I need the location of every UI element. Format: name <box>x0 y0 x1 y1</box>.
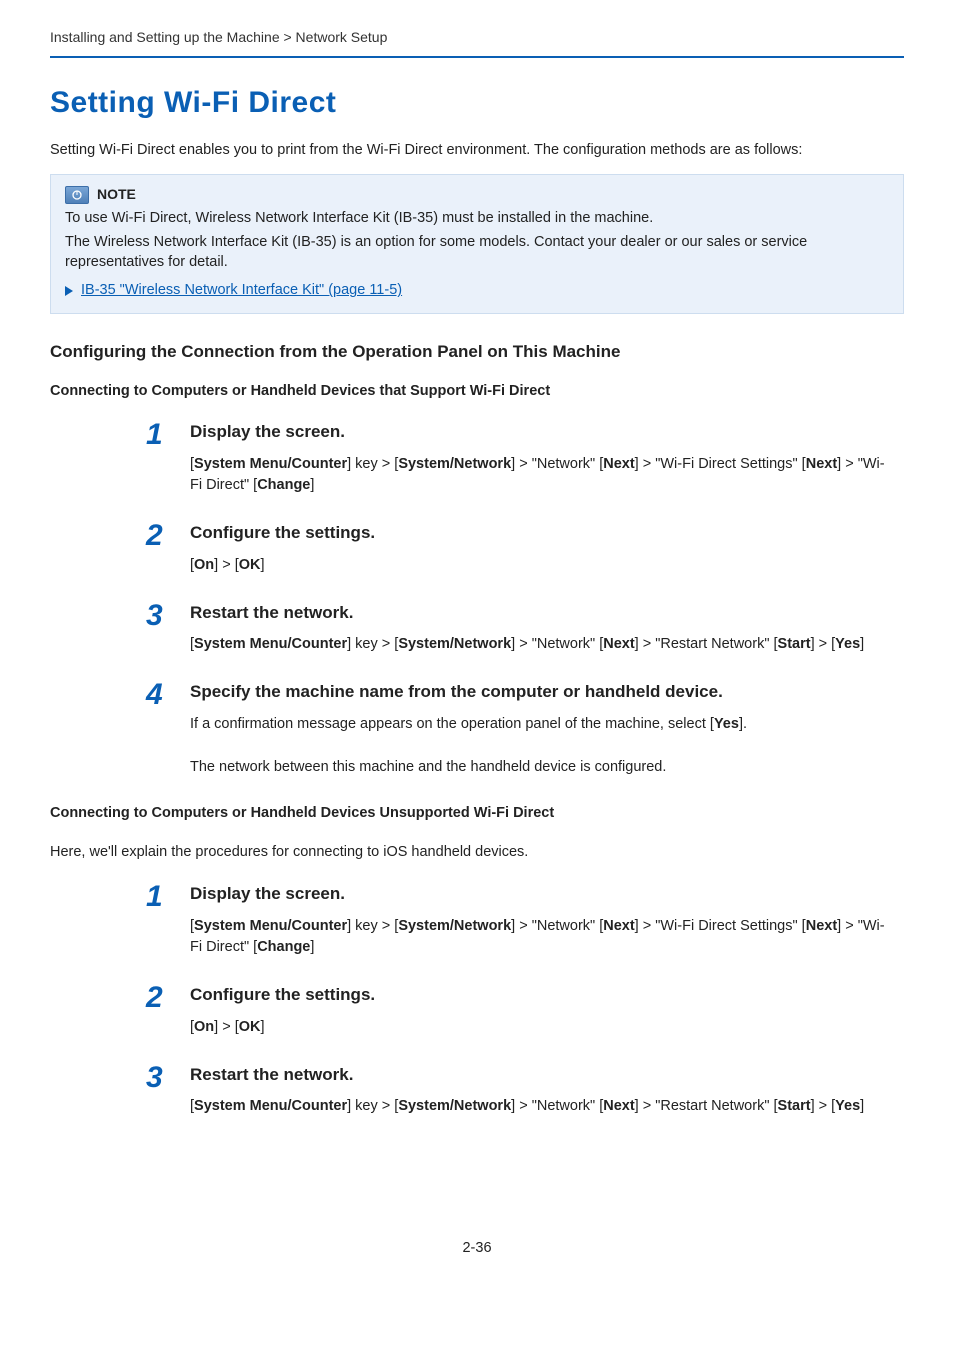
step-title: Specify the machine name from the comput… <box>190 680 894 704</box>
note-body: To use Wi-Fi Direct, Wireless Network In… <box>65 208 889 272</box>
section1-heading: Connecting to Computers or Handheld Devi… <box>50 381 904 401</box>
top-divider <box>50 56 904 58</box>
section2-heading: Connecting to Computers or Handheld Devi… <box>50 803 904 823</box>
step-number: 1 <box>146 876 163 918</box>
step-title: Display the screen. <box>190 420 894 444</box>
note-label: NOTE <box>97 185 136 205</box>
step: 2Configure the settings.[On] > [OK] <box>190 521 894 577</box>
step-title: Restart the network. <box>190 601 894 625</box>
step-body: [On] > [OK] <box>190 555 894 577</box>
step-body: [System Menu/Counter] key > [System/Netw… <box>190 916 894 960</box>
step-body: [System Menu/Counter] key > [System/Netw… <box>190 634 894 656</box>
step: 1Display the screen.[System Menu/Counter… <box>190 420 894 497</box>
breadcrumb: Installing and Setting up the Machine > … <box>50 28 904 48</box>
note-icon <box>65 186 89 204</box>
step-number: 2 <box>146 515 163 557</box>
step: 2Configure the settings.[On] > [OK] <box>190 983 894 1039</box>
step: 1Display the screen.[System Menu/Counter… <box>190 882 894 959</box>
step-number: 1 <box>146 414 163 456</box>
section1-steps: 1Display the screen.[System Menu/Counter… <box>190 420 894 779</box>
step-title: Display the screen. <box>190 882 894 906</box>
note-line1: To use Wi-Fi Direct, Wireless Network In… <box>65 208 889 228</box>
step: 3Restart the network.[System Menu/Counte… <box>190 601 894 657</box>
note-header: NOTE <box>65 185 889 205</box>
step-number: 3 <box>146 595 163 637</box>
step-body: [On] > [OK] <box>190 1017 894 1039</box>
note-box: NOTE To use Wi-Fi Direct, Wireless Netwo… <box>50 174 904 314</box>
arrow-right-icon <box>65 286 73 296</box>
step-title: Restart the network. <box>190 1063 894 1087</box>
page-title: Setting Wi-Fi Direct <box>50 82 904 124</box>
step-body: [System Menu/Counter] key > [System/Netw… <box>190 1096 894 1118</box>
note-link-row: IB-35 "Wireless Network Interface Kit" (… <box>65 280 889 300</box>
page-number: 2-36 <box>50 1238 904 1258</box>
section2-desc: Here, we'll explain the procedures for c… <box>50 842 904 862</box>
note-line2: The Wireless Network Interface Kit (IB-3… <box>65 232 889 273</box>
step-body: [System Menu/Counter] key > [System/Netw… <box>190 454 894 498</box>
section2-steps: 1Display the screen.[System Menu/Counter… <box>190 882 894 1118</box>
step-number: 2 <box>146 977 163 1019</box>
step-title: Configure the settings. <box>190 521 894 545</box>
intro-text: Setting Wi-Fi Direct enables you to prin… <box>50 140 904 160</box>
step: 3Restart the network.[System Menu/Counte… <box>190 1063 894 1119</box>
config-heading: Configuring the Connection from the Oper… <box>50 340 904 364</box>
step-number: 4 <box>146 674 163 716</box>
note-link[interactable]: IB-35 "Wireless Network Interface Kit" (… <box>81 280 402 300</box>
step-number: 3 <box>146 1057 163 1099</box>
step-title: Configure the settings. <box>190 983 894 1007</box>
step-body: If a confirmation message appears on the… <box>190 714 894 779</box>
step: 4Specify the machine name from the compu… <box>190 680 894 779</box>
